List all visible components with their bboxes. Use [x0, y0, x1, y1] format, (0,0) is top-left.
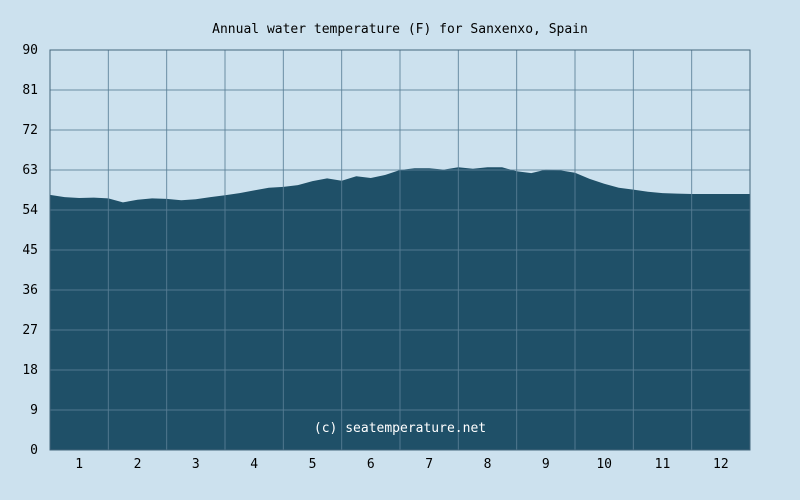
x-tick-label: 10	[596, 457, 612, 472]
y-tick-label: 9	[30, 403, 38, 418]
y-tick-label: 27	[22, 323, 38, 338]
x-tick-label: 12	[713, 457, 729, 472]
y-tick-label: 45	[22, 243, 38, 258]
x-tick-label: 3	[192, 457, 200, 472]
y-tick-label: 90	[22, 43, 38, 58]
y-tick-label: 54	[22, 203, 38, 218]
plot-border	[49, 49, 751, 451]
y-tick-label: 0	[30, 443, 38, 458]
x-tick-label: 1	[75, 457, 83, 472]
y-tick-label: 18	[22, 363, 38, 378]
x-tick-label: 7	[425, 457, 433, 472]
y-tick-label: 36	[22, 283, 38, 298]
x-tick-label: 8	[484, 457, 492, 472]
y-tick-label: 63	[22, 163, 38, 178]
x-tick-label: 6	[367, 457, 375, 472]
copyright-annotation: (c) seatemperature.net	[314, 421, 486, 436]
y-tick-label: 81	[22, 83, 38, 98]
x-tick-label: 5	[309, 457, 317, 472]
y-tick-label: 72	[22, 123, 38, 138]
x-tick-label: 11	[655, 457, 671, 472]
x-tick-label: 4	[250, 457, 258, 472]
x-tick-label: 2	[134, 457, 142, 472]
x-tick-label: 9	[542, 457, 550, 472]
chart-title: Annual water temperature (F) for Sanxenx…	[212, 22, 588, 37]
